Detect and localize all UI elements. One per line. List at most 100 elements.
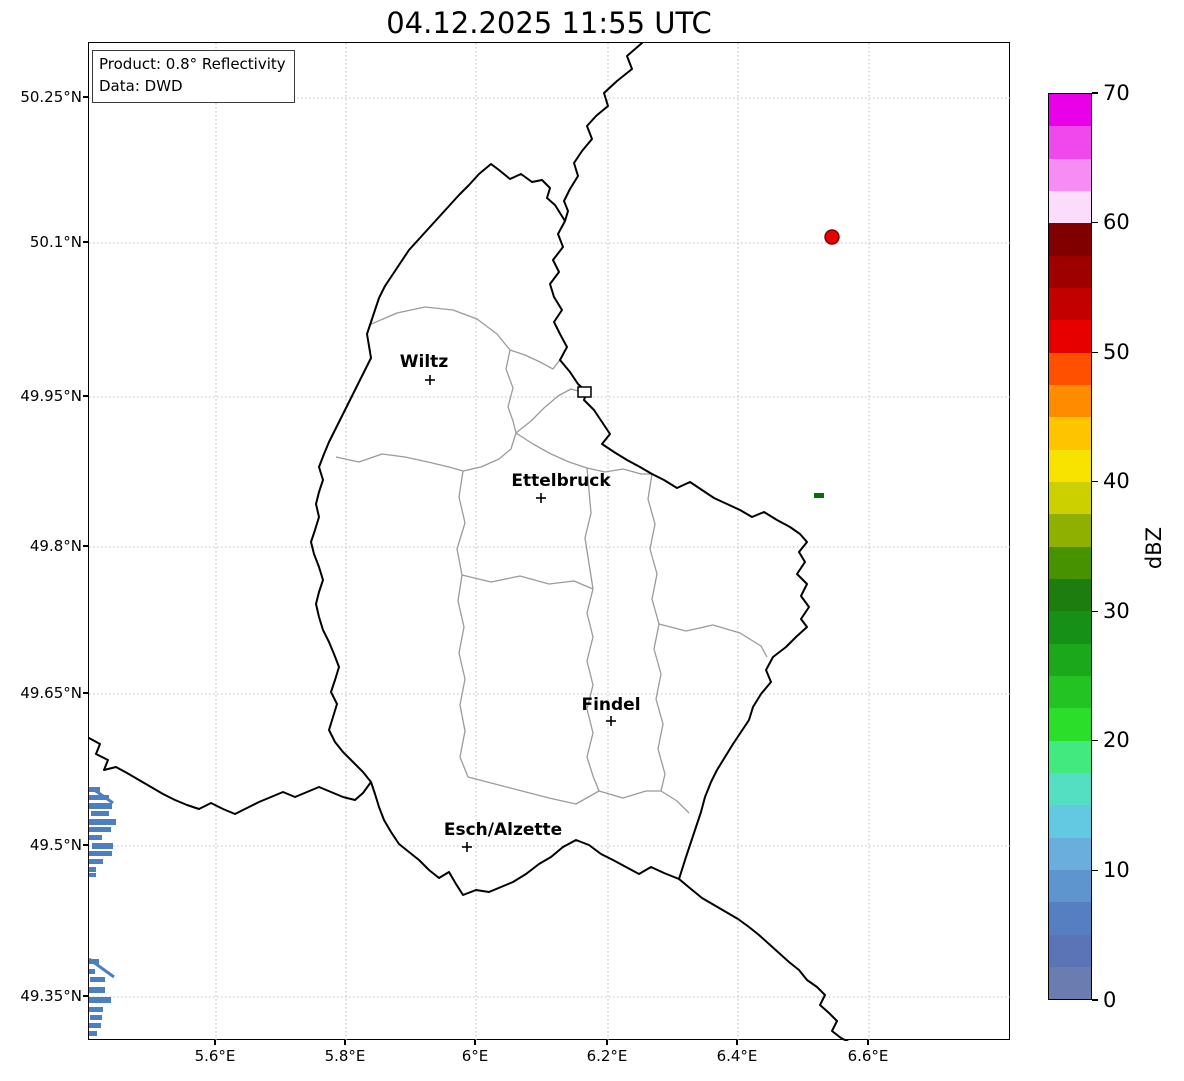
district-borders xyxy=(335,306,768,814)
precip-echo xyxy=(89,1023,101,1028)
colorbar-band xyxy=(1049,675,1091,709)
figure-title: 04.12.2025 11:55 UTC xyxy=(386,6,712,40)
colorbar-band xyxy=(1049,772,1091,806)
colorbar-band xyxy=(1049,837,1091,870)
precip-echo xyxy=(89,859,103,864)
colorbar-tick-mark xyxy=(1092,869,1098,872)
precip-echo xyxy=(89,819,116,825)
colorbar-band xyxy=(1049,94,1091,127)
city-marker-layer xyxy=(425,375,616,852)
gridlines xyxy=(89,43,1011,1041)
colorbar-tick-mark xyxy=(1092,351,1098,353)
colorbar-band xyxy=(1049,481,1091,515)
y-tick-label: 49.65°N xyxy=(20,684,82,702)
colorbar-band xyxy=(1049,223,1091,256)
radar-echo-layer xyxy=(89,493,824,1036)
precip-echo xyxy=(89,835,102,840)
colorbar xyxy=(1048,93,1092,1000)
colorbar-band xyxy=(1049,352,1091,385)
colorbar-band xyxy=(1049,805,1091,838)
belgium-germany-border xyxy=(563,43,643,222)
precip-echo xyxy=(92,843,113,849)
precip-echo-streak xyxy=(89,957,115,979)
colorbar-band xyxy=(1049,255,1091,288)
france-belgium-border xyxy=(89,737,372,815)
precip-echo xyxy=(89,1007,103,1012)
precip-echo-green xyxy=(814,493,824,498)
colorbar-band xyxy=(1049,740,1091,773)
precip-echo-streak xyxy=(92,787,114,805)
colorbar-band xyxy=(1049,546,1091,579)
colorbar-band xyxy=(1049,190,1091,224)
border-enclave-box xyxy=(577,386,592,398)
colorbar-band xyxy=(1049,578,1091,612)
colorbar-band xyxy=(1049,643,1091,676)
y-tick-mark xyxy=(82,995,88,997)
colorbar-band xyxy=(1049,514,1091,547)
colorbar-tick-mark xyxy=(1092,740,1098,742)
y-tick-mark xyxy=(82,241,88,243)
colorbar-band xyxy=(1049,966,1091,1000)
x-tick-label: 5.6°E xyxy=(194,1047,236,1065)
x-tick-mark xyxy=(344,1040,346,1045)
y-tick-label: 49.95°N xyxy=(20,387,82,405)
x-tick-label: 6.4°E xyxy=(716,1047,758,1065)
colorbar-band xyxy=(1049,417,1091,450)
y-tick-mark xyxy=(82,692,88,694)
radar-site-layer xyxy=(824,229,840,245)
precip-echo xyxy=(91,811,109,816)
colorbar-tick-mark xyxy=(1092,610,1098,612)
precip-echo xyxy=(89,969,95,974)
y-tick-mark xyxy=(82,545,88,547)
radar-site-marker xyxy=(824,229,840,245)
colorbar-band xyxy=(1049,934,1091,967)
x-tick-label: 6.2°E xyxy=(586,1047,628,1065)
colorbar-tick-mark xyxy=(1092,221,1098,224)
x-tick-mark xyxy=(214,1040,216,1045)
x-tick-mark xyxy=(474,1040,476,1045)
district-border-path xyxy=(335,306,768,814)
map-canvas xyxy=(89,43,1011,1041)
colorbar-tick-label: 10 xyxy=(1103,857,1130,882)
colorbar-axis-label: dBZ xyxy=(1142,526,1166,570)
colorbar-tick-mark xyxy=(1092,92,1098,94)
colorbar-band xyxy=(1049,611,1091,644)
x-tick-label: 6°E xyxy=(461,1047,489,1065)
y-tick-mark xyxy=(82,395,88,397)
colorbar-band xyxy=(1049,869,1091,903)
info-product-line: Product: 0.8° Reflectivity xyxy=(99,55,286,73)
luxembourg-border xyxy=(310,163,810,896)
precip-echo xyxy=(89,827,111,832)
colorbar-tick-label: 20 xyxy=(1103,728,1130,753)
precip-echo xyxy=(89,795,109,800)
precip-echo xyxy=(89,867,96,872)
colorbar-band xyxy=(1049,902,1091,935)
colorbar-band xyxy=(1049,287,1091,321)
precip-echo xyxy=(89,997,111,1003)
colorbar-tick-label: 60 xyxy=(1103,210,1130,235)
y-tick-label: 50.1°N xyxy=(29,233,82,251)
y-tick-label: 49.8°N xyxy=(29,537,82,555)
x-tick-label: 5.8°E xyxy=(324,1047,366,1065)
france-germany-border xyxy=(678,878,850,1041)
colorbar-tick-label: 40 xyxy=(1103,469,1130,494)
y-tick-mark xyxy=(82,96,88,98)
city-label: Ettelbruck xyxy=(511,471,611,491)
country-borders xyxy=(89,43,850,1041)
colorbar-tick-mark xyxy=(1092,999,1098,1001)
y-tick-label: 49.5°N xyxy=(29,836,82,854)
y-tick-mark xyxy=(82,844,88,846)
colorbar-band xyxy=(1049,158,1091,191)
precip-echo xyxy=(90,1015,102,1020)
colorbar-band xyxy=(1049,126,1091,159)
colorbar-band xyxy=(1049,449,1091,482)
precip-echo xyxy=(89,803,112,809)
x-tick-label: 6.6°E xyxy=(847,1047,889,1065)
y-tick-label: 49.35°N xyxy=(20,987,82,1005)
x-tick-mark xyxy=(736,1040,738,1045)
precip-echo xyxy=(90,977,105,982)
colorbar-band xyxy=(1049,708,1091,741)
colorbar-tick-mark xyxy=(1092,481,1098,483)
x-tick-mark xyxy=(606,1040,608,1045)
